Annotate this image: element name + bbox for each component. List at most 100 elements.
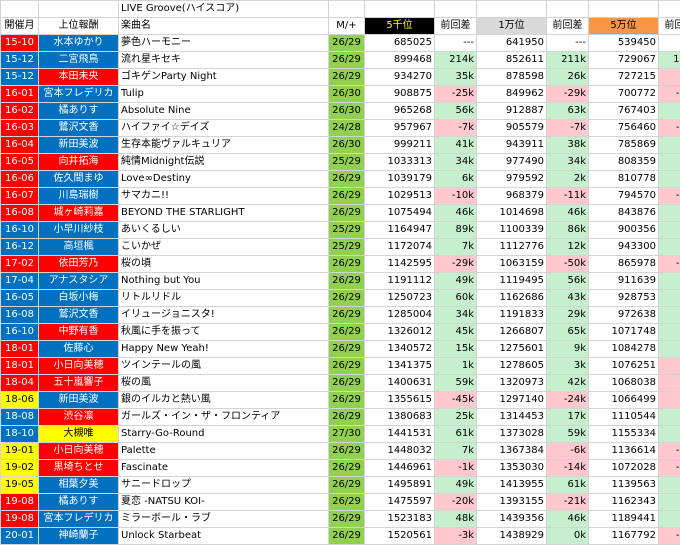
rank-10000-cell[interactable]: 1438929: [477, 528, 547, 545]
diff-2-cell[interactable]: 3k: [547, 358, 589, 375]
diff-1-cell[interactable]: 34k: [435, 154, 477, 171]
rank-50000-cell[interactable]: 727215: [589, 69, 659, 86]
header-diff-2[interactable]: 前回差: [547, 18, 589, 35]
rank-5000-cell[interactable]: 1164947: [365, 222, 435, 239]
song-cell[interactable]: Tulip: [119, 86, 329, 103]
sheet-title[interactable]: LIVE Groove(ハイスコア): [119, 1, 329, 18]
rank-50000-cell[interactable]: 900356: [589, 222, 659, 239]
diff-2-cell[interactable]: 29k: [547, 307, 589, 324]
song-cell[interactable]: 秋風に手を振って: [119, 324, 329, 341]
month-cell[interactable]: 16-06: [1, 171, 39, 188]
diff-2-cell[interactable]: 17k: [547, 409, 589, 426]
diff-3-cell[interactable]: -65k: [659, 460, 680, 477]
top-reward-cell[interactable]: 向井拓海: [39, 154, 119, 171]
diff-2-cell[interactable]: 65k: [547, 324, 589, 341]
diff-2-cell[interactable]: 2k: [547, 171, 589, 188]
diff-2-cell[interactable]: 0k: [547, 528, 589, 545]
rank-50000-cell[interactable]: 843876: [589, 205, 659, 222]
month-cell[interactable]: 19-02: [1, 460, 39, 477]
month-cell[interactable]: 18-01: [1, 341, 39, 358]
rank-50000-cell[interactable]: 1066499: [589, 392, 659, 409]
diff-3-cell[interactable]: 46k: [659, 273, 680, 290]
mp-cell[interactable]: 26/29: [329, 290, 365, 307]
month-cell[interactable]: 16-05: [1, 154, 39, 171]
mp-cell[interactable]: 26/29: [329, 69, 365, 86]
rank-50000-cell[interactable]: 785869: [589, 137, 659, 154]
top-reward-cell[interactable]: 橘ありす: [39, 494, 119, 511]
diff-1-cell[interactable]: 25k: [435, 409, 477, 426]
diff-1-cell[interactable]: 48k: [435, 511, 477, 528]
header-diff-3[interactable]: 前回差: [659, 18, 680, 35]
rank-50000-cell[interactable]: 1162343: [589, 494, 659, 511]
diff-2-cell[interactable]: -7k: [547, 120, 589, 137]
rank-10000-cell[interactable]: 1314453: [477, 409, 547, 426]
diff-3-cell[interactable]: 67k: [659, 103, 680, 120]
top-reward-cell[interactable]: 新田美波: [39, 137, 119, 154]
song-cell[interactable]: サニードロップ: [119, 477, 329, 494]
mp-cell[interactable]: 26/29: [329, 205, 365, 222]
rank-10000-cell[interactable]: 905579: [477, 120, 547, 137]
top-reward-cell[interactable]: 佐藤心: [39, 341, 119, 358]
rank-50000-cell[interactable]: 928753: [589, 290, 659, 307]
diff-2-cell[interactable]: 12k: [547, 239, 589, 256]
month-cell[interactable]: 16-01: [1, 86, 39, 103]
top-reward-cell[interactable]: 小日向美穂: [39, 358, 119, 375]
mp-cell[interactable]: 26/29: [329, 188, 365, 205]
top-reward-cell[interactable]: 高垣楓: [39, 239, 119, 256]
diff-1-cell[interactable]: 7k: [435, 239, 477, 256]
song-cell[interactable]: 夏恋 -NATSU KOI-: [119, 494, 329, 511]
rank-5000-cell[interactable]: 965268: [365, 103, 435, 120]
diff-1-cell[interactable]: -20k: [435, 494, 477, 511]
diff-3-cell[interactable]: 43k: [659, 239, 680, 256]
diff-1-cell[interactable]: 34k: [435, 307, 477, 324]
mp-cell[interactable]: 26/29: [329, 494, 365, 511]
diff-1-cell[interactable]: 60k: [435, 290, 477, 307]
song-cell[interactable]: 純情Midnight伝説: [119, 154, 329, 171]
month-cell[interactable]: 17-04: [1, 273, 39, 290]
mp-cell[interactable]: 26/29: [329, 171, 365, 188]
diff-2-cell[interactable]: -21k: [547, 494, 589, 511]
diff-3-cell[interactable]: -8k: [659, 375, 680, 392]
rank-50000-cell[interactable]: 943300: [589, 239, 659, 256]
month-cell[interactable]: 19-05: [1, 477, 39, 494]
song-cell[interactable]: Nothing but You: [119, 273, 329, 290]
rank-50000-cell[interactable]: 1155334: [589, 426, 659, 443]
month-cell[interactable]: 16-08: [1, 205, 39, 222]
rank-5000-cell[interactable]: 1520561: [365, 528, 435, 545]
month-cell[interactable]: 16-02: [1, 103, 39, 120]
diff-2-cell[interactable]: 86k: [547, 222, 589, 239]
rank-5000-cell[interactable]: 1400631: [365, 375, 435, 392]
rank-5000-cell[interactable]: 957967: [365, 120, 435, 137]
diff-2-cell[interactable]: 43k: [547, 290, 589, 307]
rank-5000-cell[interactable]: 1475597: [365, 494, 435, 511]
diff-1-cell[interactable]: 41k: [435, 137, 477, 154]
rank-50000-cell[interactable]: 1076251: [589, 358, 659, 375]
song-cell[interactable]: 流れ星キセキ: [119, 52, 329, 69]
rank-5000-cell[interactable]: 1355615: [365, 392, 435, 409]
diff-3-cell[interactable]: 45k: [659, 426, 680, 443]
diff-2-cell[interactable]: -24k: [547, 392, 589, 409]
rank-50000-cell[interactable]: 810778: [589, 171, 659, 188]
diff-3-cell[interactable]: 2k: [659, 171, 680, 188]
month-cell[interactable]: 18-06: [1, 392, 39, 409]
song-cell[interactable]: Starry-Go-Round: [119, 426, 329, 443]
diff-3-cell[interactable]: 68k: [659, 477, 680, 494]
rank-10000-cell[interactable]: 849962: [477, 86, 547, 103]
mp-cell[interactable]: 26/29: [329, 341, 365, 358]
rank-5000-cell[interactable]: 1029513: [365, 188, 435, 205]
diff-1-cell[interactable]: 49k: [435, 273, 477, 290]
top-reward-cell[interactable]: 水本ゆかり: [39, 35, 119, 52]
diff-3-cell[interactable]: -16k: [659, 188, 680, 205]
rank-50000-cell[interactable]: 1110544: [589, 409, 659, 426]
mp-cell[interactable]: 25/29: [329, 239, 365, 256]
diff-1-cell[interactable]: -7k: [435, 120, 477, 137]
rank-50000-cell[interactable]: 767403: [589, 103, 659, 120]
rank-10000-cell[interactable]: 1266807: [477, 324, 547, 341]
rank-10000-cell[interactable]: 1367384: [477, 443, 547, 460]
rank-5000-cell[interactable]: 1441531: [365, 426, 435, 443]
month-cell[interactable]: 16-08: [1, 307, 39, 324]
song-cell[interactable]: 桜の頃: [119, 256, 329, 273]
month-cell[interactable]: 19-01: [1, 443, 39, 460]
rank-10000-cell[interactable]: 912887: [477, 103, 547, 120]
song-cell[interactable]: Fascinate: [119, 460, 329, 477]
